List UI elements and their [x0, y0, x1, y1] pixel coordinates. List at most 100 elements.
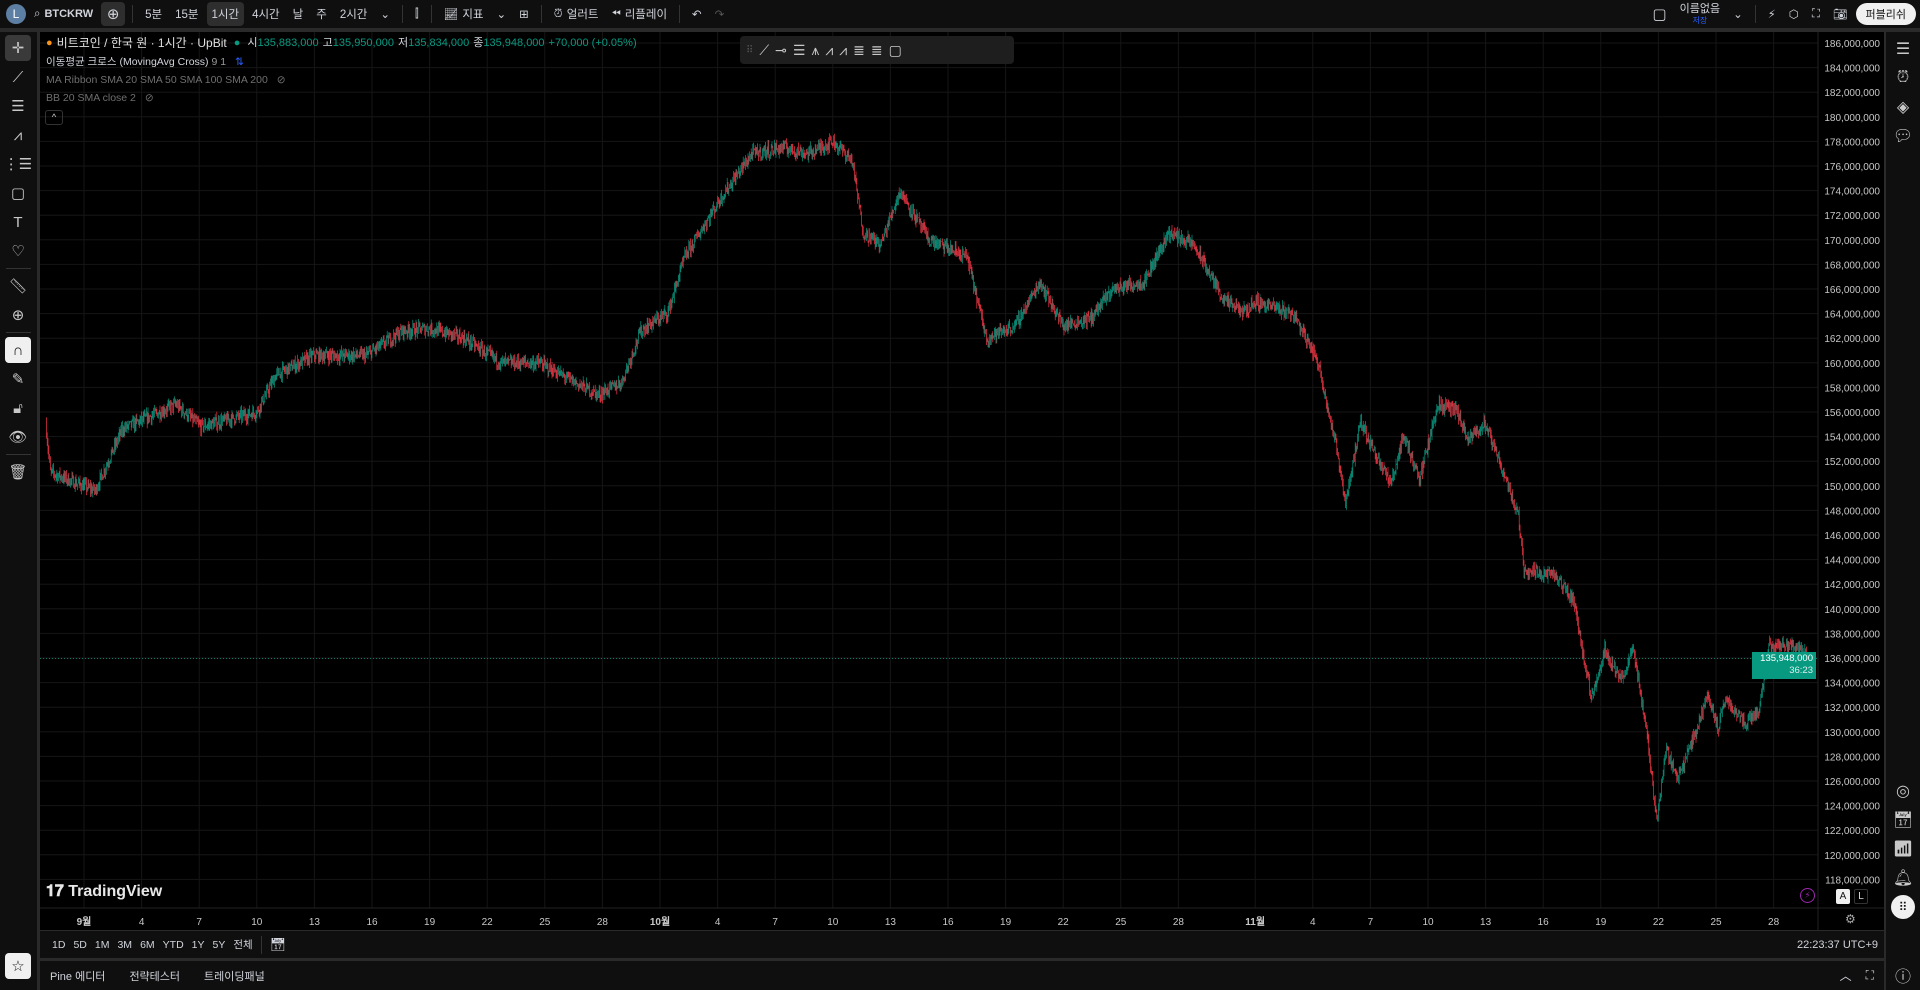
text-icon[interactable]: T [13, 213, 23, 231]
trend-line-icon[interactable]: ⟋ [12, 68, 24, 86]
trash-icon[interactable]: 🗑︎ [8, 464, 28, 481]
eye-icon[interactable]: 👁︎ [8, 429, 28, 446]
drag-handle-icon[interactable]: ⠿ [746, 44, 754, 56]
publish-button[interactable]: 퍼블리쉬 [1855, 3, 1916, 25]
price-tick-label: 120,000,000 [1824, 851, 1880, 862]
calendar-icon[interactable]: 📅︎ [1892, 811, 1914, 829]
parallel-channel-icon[interactable]: ☰ [792, 41, 806, 58]
interval-5m[interactable]: 5분 [145, 9, 163, 21]
interval-15m[interactable]: 15분 [175, 9, 199, 21]
templates-icon[interactable]: ⊞ [519, 9, 529, 21]
layout-chevron-icon[interactable]: ⌄ [1733, 9, 1743, 21]
notifications-icon[interactable]: 🔔︎ [1892, 869, 1914, 887]
hidden-eye-icon[interactable]: ⊘ [276, 74, 286, 86]
price-tick-label: 178,000,000 [1824, 137, 1880, 148]
trend-line-icon[interactable]: ⟋ [759, 41, 770, 58]
range-6m[interactable]: 6M [140, 938, 155, 951]
range-all[interactable]: 전체 [233, 939, 253, 951]
lock-icon[interactable]: 🔓︎ [13, 399, 23, 417]
alarm-icon[interactable]: ⏰︎ [1896, 68, 1910, 86]
pattern-icon[interactable]: ⩘ [13, 126, 23, 144]
search-icon: ⌕ [34, 7, 41, 20]
range-5y[interactable]: 5Y [212, 938, 226, 951]
layout-icon[interactable]: ▢ [1652, 6, 1667, 23]
undo-icon[interactable]: ↶ [692, 9, 702, 21]
redo-icon[interactable]: ↷ [714, 9, 725, 21]
fullscreen-icon[interactable]: ⛶ [1811, 7, 1820, 20]
magnet-icon[interactable]: ∩ [5, 337, 31, 363]
range-1y[interactable]: 1Y [191, 938, 205, 951]
axis-settings-icon[interactable]: ⚙︎ [1845, 912, 1856, 926]
target-icon[interactable]: ◎ [1896, 782, 1910, 800]
range-3m[interactable]: 3M [117, 938, 133, 951]
replay-button[interactable]: ⏪︎ 리플레이 [607, 2, 673, 26]
tab-trading-panel[interactable]: 트레이딩패널 [204, 970, 265, 983]
fib-channel-icon[interactable]: ≣ [870, 41, 883, 58]
layers-icon[interactable]: ◈ [1896, 98, 1910, 116]
settings-icon[interactable]: ⬡ [1788, 9, 1799, 21]
tab-strategy-tester[interactable]: 전략테스터 [129, 970, 181, 983]
interval-dropdown-chevron-icon[interactable]: ⌄ [380, 9, 391, 21]
rectangle-icon[interactable]: ▢ [10, 185, 26, 202]
news-feed-icon[interactable]: 📶︎ [1892, 840, 1914, 858]
price-tick-label: 148,000,000 [1824, 506, 1880, 517]
indicator-legend-ma-cross[interactable]: 이동평균 크로스 (MovingAvg Cross) 9 1 ⇅ [46, 55, 244, 69]
price-chart[interactable]: 186,000,000 184,000,000 182,000,000 180,000… [40, 32, 1884, 930]
watchlist-icon[interactable]: ☰ [1895, 40, 1911, 58]
tab-pine-editor[interactable]: Pine 에디터 [50, 970, 106, 983]
maximize-panel-icon[interactable]: ⛶ [1865, 968, 1874, 982]
indicator-legend-ma-ribbon[interactable]: MA Ribbon SMA 20 SMA 50 SMA 100 SMA 200 … [46, 73, 286, 87]
abcd-pattern-icon[interactable]: ⩘ [825, 41, 834, 58]
xabcd-pattern-icon[interactable]: ⩘ [839, 41, 848, 58]
range-1d[interactable]: 1D [52, 938, 66, 951]
collapse-panel-icon[interactable]: ︿ [1839, 969, 1852, 983]
chat-icon[interactable]: 💬︎ [1892, 127, 1914, 145]
candle-type-icon[interactable]: ⫿ [415, 7, 419, 20]
interval-week[interactable]: 주 [316, 9, 327, 21]
interval-1h[interactable]: 1시간 [206, 2, 245, 26]
projection-icon[interactable]: ⋮☰ [3, 156, 33, 173]
alert-button[interactable]: ⏰︎ 얼러트 [549, 2, 604, 26]
pitchfork-icon[interactable]: ⩚ [811, 41, 820, 58]
interval-2h[interactable]: 2시간 [339, 9, 368, 21]
collapse-legend-button[interactable]: ^ [45, 110, 63, 125]
symbol-search[interactable]: ⌕ BTCKRW [29, 2, 98, 26]
log-scale-button[interactable]: L [1854, 889, 1868, 904]
camera-icon[interactable]: 📷︎ [1832, 9, 1848, 21]
auto-scale-button[interactable]: A [1836, 889, 1850, 904]
help-icon[interactable]: ⓘ [1894, 968, 1911, 986]
rectangle-icon[interactable]: ▢ [888, 41, 902, 58]
symbol-title[interactable]: 비트코인 / 한국 원 · 1시간 · UpBit [56, 36, 227, 50]
range-ytd[interactable]: YTD [162, 938, 184, 951]
go-to-date-icon[interactable]: 📅︎ [269, 936, 287, 952]
apps-icon[interactable]: ⠿ [1886, 892, 1920, 921]
time-tick-label: 16 [1538, 917, 1550, 928]
price-tick-label: 186,000,000 [1824, 39, 1880, 50]
close-value: 135,948,000 [483, 37, 545, 49]
crosshair-icon[interactable]: ✛ [5, 35, 31, 61]
clock[interactable]: 22:23:37 UTC+9 [1796, 938, 1878, 951]
horizontal-ray-icon[interactable]: ⊸ [775, 41, 787, 58]
chart-pane[interactable]: 186,000,000 184,000,000 182,000,000 180,000… [40, 32, 1884, 930]
favorites-star-icon[interactable]: ☆ [5, 953, 31, 979]
indicators-button[interactable]: 📈︎ 지표 [439, 2, 489, 26]
fib-retracement-icon[interactable]: ≣ [853, 41, 865, 58]
lock-pencil-icon[interactable]: ✎ [11, 371, 25, 388]
zoom-in-icon[interactable]: ⊕ [11, 307, 25, 324]
compare-symbol-button[interactable]: ⊕ [101, 2, 126, 26]
lightning-icon[interactable]: ⚡︎ [1800, 888, 1815, 903]
indicator-legend-bb[interactable]: BB 20 SMA close 2 ⊘ [46, 91, 154, 105]
interval-day[interactable]: 날 [292, 9, 304, 21]
interval-4h[interactable]: 4시간 [252, 9, 280, 21]
hidden-eye-icon[interactable]: ⊘ [144, 92, 154, 104]
range-5d[interactable]: 5D [73, 938, 87, 951]
heart-icon[interactable]: ♡ [11, 243, 25, 260]
tradingview-watermark[interactable]: 𝟏𝟕 TradingView [46, 882, 162, 902]
fib-icon[interactable]: ☰ [11, 98, 25, 115]
quick-search-icon[interactable]: ⚡︎ [1767, 9, 1776, 21]
layout-name-button[interactable]: 이름없음 저장 [1675, 0, 1725, 28]
indicators-chevron-icon[interactable]: ⌄ [496, 9, 507, 21]
range-1m[interactable]: 1M [94, 938, 110, 951]
ruler-icon[interactable]: 📏︎ [8, 278, 28, 295]
user-avatar[interactable]: L [6, 4, 26, 24]
